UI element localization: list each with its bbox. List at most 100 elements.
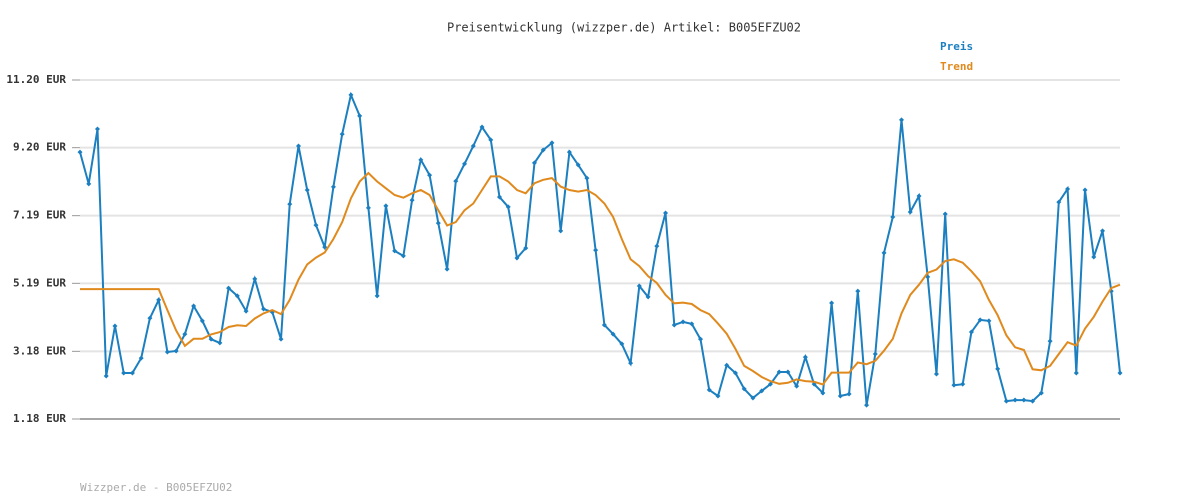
data-point bbox=[252, 276, 258, 282]
data-point bbox=[872, 351, 878, 357]
data-point bbox=[514, 255, 520, 261]
data-point bbox=[392, 248, 398, 254]
data-point bbox=[531, 160, 537, 166]
data-point bbox=[112, 323, 118, 329]
data-point bbox=[208, 336, 214, 342]
legend-label: Trend bbox=[940, 60, 973, 73]
data-point bbox=[1065, 186, 1071, 192]
data-point bbox=[584, 175, 590, 181]
data-point bbox=[968, 329, 974, 335]
data-point bbox=[837, 393, 843, 399]
data-point bbox=[339, 131, 345, 137]
data-point bbox=[1012, 397, 1018, 403]
data-point bbox=[671, 322, 677, 328]
footer: Wizzper.de - B005EFZU02 bbox=[80, 481, 232, 494]
data-point bbox=[523, 245, 529, 251]
data-point bbox=[173, 348, 179, 354]
data-point bbox=[802, 354, 808, 360]
data-point bbox=[864, 402, 870, 408]
data-point bbox=[400, 253, 406, 259]
data-point bbox=[750, 395, 756, 401]
data-point bbox=[304, 187, 310, 193]
data-point bbox=[435, 220, 441, 226]
y-tick-label: 3.18 EUR bbox=[13, 344, 66, 357]
data-point bbox=[470, 143, 476, 149]
data-point bbox=[261, 306, 267, 312]
data-point bbox=[767, 381, 773, 387]
data-point bbox=[593, 247, 599, 253]
data-point bbox=[156, 297, 162, 303]
data-point bbox=[1082, 187, 1088, 193]
data-point bbox=[1038, 390, 1044, 396]
data-point bbox=[741, 386, 747, 392]
data-point bbox=[121, 370, 127, 376]
series-line bbox=[80, 171, 1121, 386]
data-point bbox=[636, 283, 642, 289]
data-point bbox=[409, 197, 415, 203]
data-point bbox=[278, 336, 284, 342]
data-point bbox=[785, 369, 791, 375]
data-point bbox=[907, 209, 913, 215]
data-point bbox=[234, 293, 240, 299]
data-point bbox=[313, 222, 319, 228]
data-point bbox=[462, 161, 468, 167]
data-point bbox=[558, 228, 564, 234]
data-point bbox=[243, 308, 249, 314]
data-point bbox=[1100, 228, 1106, 234]
data-point bbox=[1056, 199, 1062, 205]
data-point bbox=[794, 383, 800, 389]
data-point bbox=[496, 194, 502, 200]
data-point bbox=[663, 210, 669, 216]
data-point bbox=[427, 172, 433, 178]
data-point bbox=[191, 303, 197, 309]
data-point bbox=[147, 315, 153, 321]
data-point bbox=[899, 117, 905, 123]
y-tick-label: 1.18 EUR bbox=[13, 412, 66, 425]
data-point bbox=[94, 126, 100, 132]
data-point bbox=[330, 184, 336, 190]
data-point bbox=[357, 113, 363, 119]
data-point bbox=[680, 319, 686, 325]
data-point bbox=[488, 137, 494, 143]
data-point bbox=[549, 140, 555, 146]
data-point bbox=[890, 214, 896, 220]
data-point bbox=[1047, 338, 1053, 344]
data-point bbox=[732, 370, 738, 376]
data-point bbox=[619, 341, 625, 347]
data-point bbox=[951, 382, 957, 388]
data-point bbox=[820, 390, 826, 396]
data-point bbox=[916, 193, 922, 199]
data-point bbox=[540, 147, 546, 153]
data-point bbox=[86, 181, 92, 187]
data-point bbox=[505, 204, 511, 210]
data-point bbox=[418, 157, 424, 163]
y-tick-label: 9.20 EUR bbox=[13, 141, 66, 154]
data-point bbox=[77, 149, 83, 155]
data-point bbox=[977, 317, 983, 323]
data-point bbox=[1091, 254, 1097, 260]
data-point bbox=[654, 243, 660, 249]
data-point bbox=[129, 370, 135, 376]
legend-label: Preis bbox=[940, 40, 973, 53]
data-point bbox=[453, 178, 459, 184]
data-point bbox=[829, 300, 835, 306]
data-point bbox=[846, 391, 852, 397]
data-point bbox=[199, 318, 205, 324]
data-point bbox=[182, 331, 188, 337]
data-point bbox=[689, 321, 695, 327]
data-point bbox=[1003, 398, 1009, 404]
data-point bbox=[759, 388, 765, 394]
data-point bbox=[776, 369, 782, 375]
data-point bbox=[706, 387, 712, 393]
data-point bbox=[942, 211, 948, 217]
data-point bbox=[995, 366, 1001, 372]
data-point bbox=[444, 266, 450, 272]
data-point bbox=[575, 162, 581, 168]
y-tick-label: 11.20 EUR bbox=[6, 73, 66, 86]
data-point bbox=[601, 322, 607, 328]
data-point bbox=[383, 203, 389, 209]
data-point bbox=[1030, 398, 1036, 404]
data-point bbox=[365, 205, 371, 211]
data-point bbox=[226, 285, 232, 291]
